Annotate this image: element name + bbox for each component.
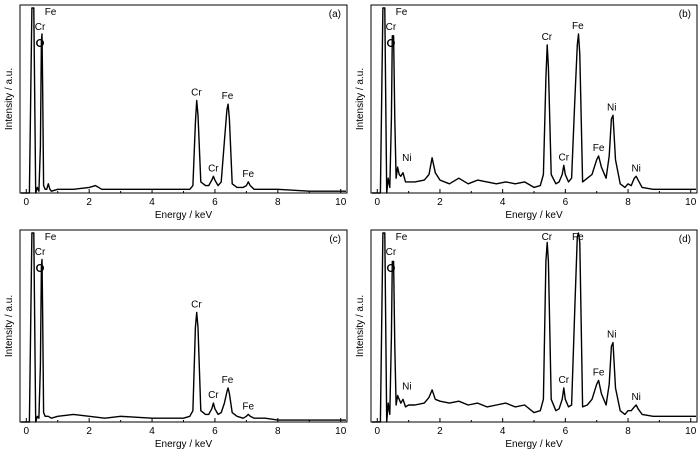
y-axis-label: Intensity / a.u. [355,295,366,357]
panel-letter: (b) [679,9,691,20]
x-tick-label: 4 [149,426,155,437]
peak-label-fe: Fe [242,169,254,180]
panel-letter: (c) [329,234,341,245]
peak-label-cr: Cr [35,247,46,258]
peak-label-ni: Ni [607,102,616,113]
peak-label-cr: Cr [386,247,397,258]
plot-frame [19,4,348,194]
x-tick-label: 6 [212,426,218,437]
x-axis-label: Energy / keV [155,439,213,450]
panel-letter: (d) [679,234,691,245]
peak-label-o-marker [36,264,45,272]
x-tick-label: 10 [685,426,697,437]
peak-label-ni: Ni [631,392,640,403]
peak-label-fe: Fe [222,91,234,102]
peak-label-ni: Ni [631,163,640,174]
peak-label-ni: Ni [607,330,616,341]
panel-b: 0 2 4 6 8 10 Energy / keV Intensity / a.u. (b) Fe… [355,4,698,221]
panel-a: 0 2 4 6 8 10 Energy / keV Intensity / a.u. (a) Fe… [4,4,348,221]
x-tick-label: 2 [86,426,92,437]
peak-label-o: O [387,39,395,50]
x-tick-label: 4 [500,197,506,208]
panel-c: 0 2 4 6 8 10 Energy / keV Intensity / a.u. (c) Fe… [4,229,348,450]
x-tick-label: 10 [335,197,347,208]
peak-label-o: O [36,264,44,275]
peak-label-fe: Fe [593,367,605,378]
spectrum-line [372,232,696,423]
peak-label-cr: Cr [208,390,219,401]
spectrum-line [21,7,346,194]
x-tick-label: 6 [212,197,218,208]
x-tick-label: 0 [24,426,30,437]
peak-label-o: O [387,264,395,275]
x-axis-label: Energy / keV [155,210,213,221]
peak-label-cr: Cr [35,22,46,33]
peak-label-cr: Cr [558,152,569,163]
peak-label-cr: Cr [542,32,553,43]
peak-label-ni: Ni [402,382,411,393]
peak-label-fe: Fe [396,7,408,18]
x-tick-label: 0 [374,197,380,208]
x-tick-label: 10 [335,426,347,437]
x-tick-label: 8 [275,197,281,208]
x-tick-label: 2 [437,197,443,208]
peak-label-cr: Cr [386,22,397,33]
x-tick-label: 8 [625,426,631,437]
x-tick-label: 10 [685,197,697,208]
x-tick-label: 0 [374,426,380,437]
peak-label-fe: Fe [45,232,57,243]
peak-label-cr: Cr [191,299,202,310]
x-tick-label: 2 [86,197,92,208]
peak-label-cr: Cr [542,232,553,243]
peak-label-o-marker [386,264,395,272]
x-tick-label: 0 [24,197,30,208]
peak-label-fe: Fe [572,232,584,243]
peak-label-fe: Fe [242,401,254,412]
x-axis-label: Energy / keV [505,439,563,450]
panel-d: 0 2 4 6 8 10 Energy / keV Intensity / a.u. (d) Fe… [355,229,698,450]
x-tick-label: 4 [500,426,506,437]
peak-label-cr: Cr [558,375,569,386]
peak-label-fe: Fe [572,21,584,32]
plot-frame [370,229,698,423]
y-axis-label: Intensity / a.u. [355,68,366,130]
y-axis-label: Intensity / a.u. [4,68,15,130]
x-tick-label: 4 [149,197,155,208]
spectrum-line [372,7,696,194]
peak-label-cr: Cr [191,88,202,99]
x-tick-label: 8 [275,426,281,437]
peak-label-fe: Fe [45,7,57,18]
x-tick-label: 2 [437,426,443,437]
peak-label-o-marker [386,39,395,47]
peak-label-ni: Ni [402,153,411,164]
plot-frame [370,4,698,194]
x-axis-label: Energy / keV [505,210,563,221]
x-tick-label: 8 [625,197,631,208]
y-axis-label: Intensity / a.u. [4,295,15,357]
plot-frame [19,229,348,423]
peak-label-o: O [36,39,44,50]
peak-label-cr: Cr [208,163,219,174]
peak-label-fe: Fe [222,375,234,386]
peak-label-fe: Fe [593,143,605,154]
peak-label-o-marker [36,39,45,47]
peak-label-fe: Fe [396,232,408,243]
x-tick-label: 6 [563,426,569,437]
spectrum-line [21,232,346,423]
panel-letter: (a) [329,9,341,20]
x-tick-label: 6 [563,197,569,208]
